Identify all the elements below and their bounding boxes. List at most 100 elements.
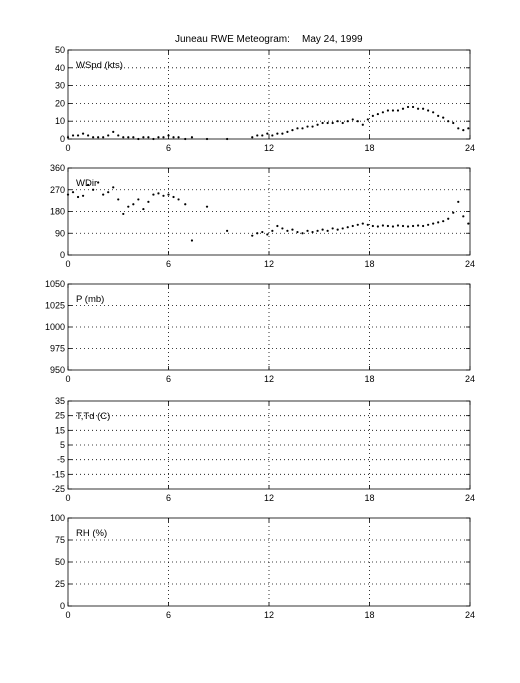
x-tick-label: 18 <box>364 374 374 384</box>
y-tick-label: 1025 <box>45 301 65 311</box>
data-point <box>351 118 354 121</box>
y-tick-label: 50 <box>55 557 65 567</box>
y-tick-label: 35 <box>55 396 65 406</box>
x-tick-label: 18 <box>364 143 374 153</box>
x-tick-label: 18 <box>364 610 374 620</box>
y-tick-label: 5 <box>60 440 65 450</box>
data-point <box>261 230 264 234</box>
data-point <box>122 136 125 139</box>
data-point <box>286 130 289 133</box>
data-point <box>147 136 150 139</box>
data-point <box>117 134 120 137</box>
x-tick-label: 0 <box>65 143 70 153</box>
data-point <box>132 203 135 206</box>
data-point <box>107 134 110 137</box>
data-point <box>137 198 140 201</box>
data-point <box>326 229 329 232</box>
data-point <box>301 127 304 130</box>
data-point <box>97 136 100 139</box>
data-point <box>366 223 369 226</box>
x-tick-label: 12 <box>264 143 274 153</box>
data-point <box>371 114 374 117</box>
data-point <box>437 114 440 117</box>
data-point <box>271 134 274 137</box>
data-point <box>87 183 90 187</box>
data-point <box>442 220 445 223</box>
data-point <box>87 134 90 137</box>
x-tick-label: 6 <box>166 374 171 384</box>
data-point <box>336 228 339 231</box>
x-tick-label: 24 <box>465 610 475 620</box>
data-point <box>71 191 75 194</box>
data-point <box>341 227 344 230</box>
data-point <box>291 129 294 132</box>
x-tick-label: 18 <box>364 259 374 269</box>
y-tick-label: 180 <box>50 207 65 217</box>
data-point <box>316 123 319 126</box>
data-point <box>462 215 465 218</box>
data-point <box>467 127 470 130</box>
data-point <box>361 123 364 126</box>
panel-2: 0 90 180 270 360 0 6 12 18 24 WDir <box>50 163 475 269</box>
data-point <box>422 224 425 228</box>
data-point <box>316 229 319 232</box>
data-point <box>266 233 269 236</box>
data-point <box>306 125 309 128</box>
panel-5: 0 25 50 75 100 0 6 12 18 24 RH (%) <box>50 513 475 620</box>
data-point <box>291 228 294 231</box>
data-point <box>306 229 309 232</box>
data-point <box>184 137 187 141</box>
x-tick-label: 24 <box>465 259 475 269</box>
data-point <box>311 125 314 128</box>
data-point <box>205 205 209 208</box>
data-point <box>226 137 229 141</box>
y-tick-label: 1050 <box>45 279 65 289</box>
data-point <box>167 193 170 196</box>
y-tick-label: 100 <box>50 513 65 523</box>
data-point <box>376 112 379 116</box>
x-tick-label: 0 <box>65 374 70 384</box>
y-tick-label: 950 <box>50 365 65 375</box>
data-point <box>281 132 284 135</box>
data-point <box>346 120 349 123</box>
data-point <box>447 217 450 220</box>
data-point <box>127 136 130 139</box>
data-point <box>321 121 324 125</box>
panel-label: WDir <box>76 178 97 189</box>
y-tick-label: 15 <box>55 425 65 435</box>
data-point <box>371 224 374 228</box>
data-point <box>386 224 390 228</box>
panel-label: WSpd (kts) <box>76 60 123 71</box>
data-point <box>356 223 359 226</box>
data-point <box>97 181 100 184</box>
data-point <box>162 136 165 139</box>
data-point <box>296 127 299 130</box>
data-point <box>457 127 460 130</box>
data-point <box>112 130 115 133</box>
y-tick-label: 0 <box>60 250 65 260</box>
x-tick-label: 12 <box>264 259 274 269</box>
data-point <box>152 137 155 141</box>
x-tick-label: 18 <box>364 493 374 503</box>
data-point <box>376 225 379 228</box>
x-tick-label: 0 <box>65 259 70 269</box>
data-point <box>361 222 364 225</box>
data-point <box>71 134 75 137</box>
data-point <box>117 198 120 201</box>
data-point <box>457 200 460 203</box>
data-point <box>172 136 175 139</box>
data-point <box>162 194 165 197</box>
data-point <box>281 227 284 230</box>
y-tick-label: 40 <box>55 63 65 73</box>
panel-4: -25 -15 -5 5 15 25 35 0 6 12 18 24 T,Td (C) <box>52 396 475 503</box>
data-point <box>266 132 269 135</box>
data-point <box>391 225 395 228</box>
x-tick-label: 0 <box>65 493 70 503</box>
data-point <box>416 224 420 227</box>
data-point <box>447 120 450 123</box>
data-point <box>467 222 470 225</box>
y-tick-label: 25 <box>55 579 65 589</box>
y-tick-label: -25 <box>52 484 65 494</box>
x-tick-label: 6 <box>166 610 171 620</box>
